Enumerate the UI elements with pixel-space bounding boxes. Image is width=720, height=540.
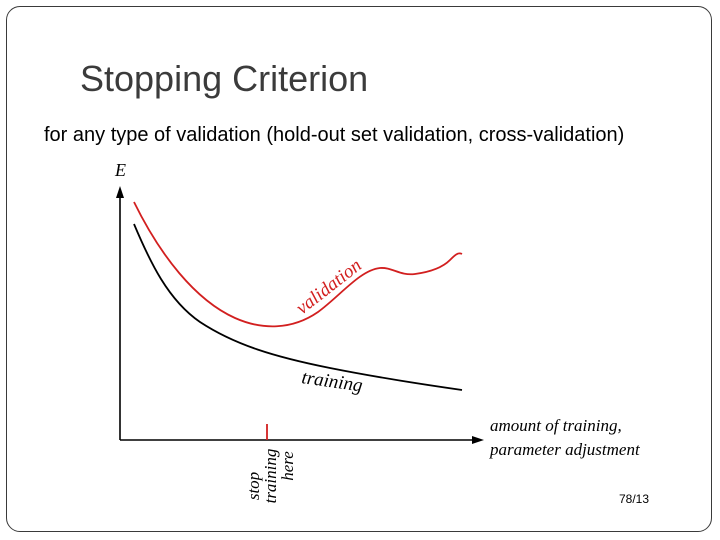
training-label: training bbox=[300, 367, 364, 396]
slide-subtitle: for any type of validation (hold-out set… bbox=[44, 124, 625, 146]
x-axis-label-line1: amount of training, bbox=[490, 416, 622, 435]
y-axis-label: E bbox=[114, 160, 126, 180]
stop-label-line2: training bbox=[261, 449, 280, 504]
x-axis-arrow-icon bbox=[472, 436, 484, 444]
training-curve bbox=[133, 223, 463, 391]
y-axis-arrow-icon bbox=[116, 186, 124, 198]
page-number: 78/13 bbox=[619, 492, 650, 506]
validation-label: validation bbox=[292, 255, 366, 319]
slide-frame bbox=[6, 6, 712, 532]
stop-label-line1: stop bbox=[244, 472, 263, 500]
validation-curve bbox=[133, 201, 463, 328]
stop-label-line3: here bbox=[278, 451, 297, 481]
x-axis-label-line2: parameter adjustment bbox=[489, 440, 641, 459]
slide-title: Stopping Criterion bbox=[80, 58, 369, 99]
